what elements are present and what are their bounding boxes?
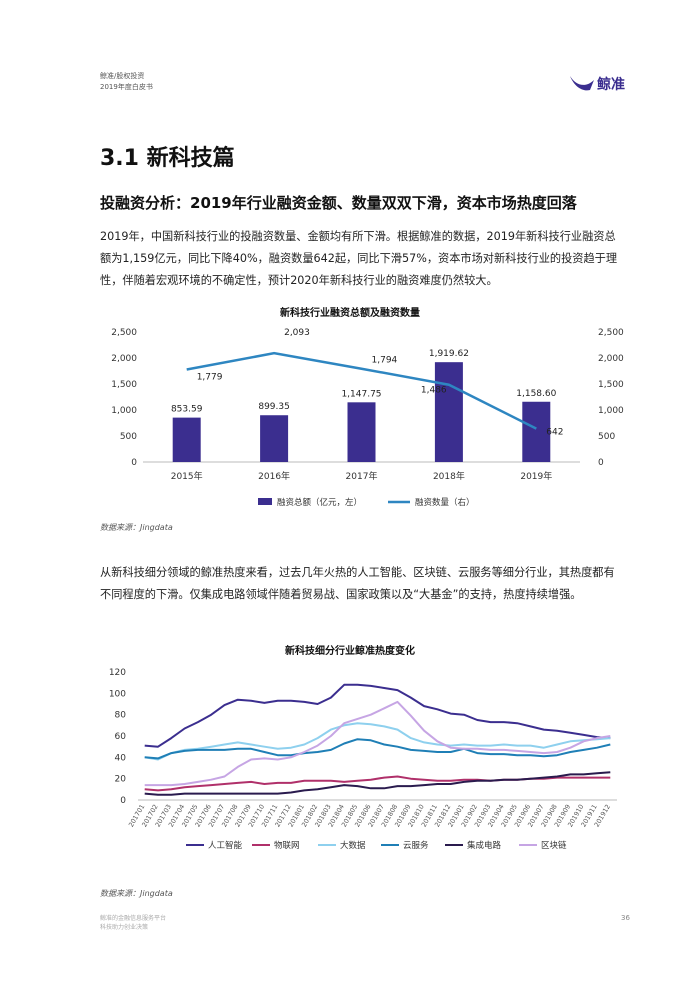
y-tick-label-left: 1,500 xyxy=(111,380,137,390)
header-report: 2019年度白皮书 xyxy=(100,83,153,91)
series-line xyxy=(144,700,611,787)
bar-value-label: 853.59 xyxy=(171,405,203,415)
series-line xyxy=(144,722,611,761)
y-tick-label-right: 1,000 xyxy=(598,406,624,416)
y-tick-label-right: 2,500 xyxy=(598,328,624,338)
line-value-label: 1,794 xyxy=(372,356,398,366)
series-line xyxy=(144,683,611,748)
bar xyxy=(172,417,201,462)
y-tick-label: 60 xyxy=(115,732,127,742)
chart1-title: 新科技行业融资总额及融资数量 xyxy=(280,308,420,319)
source-2: 数据来源：Jingdata xyxy=(100,889,173,898)
line-value-label: 1,779 xyxy=(197,372,223,382)
series-line xyxy=(144,771,611,796)
y-tick-label: 120 xyxy=(109,668,126,678)
y-tick-label-right: 2,000 xyxy=(598,354,624,364)
legend-label-line: 融资数量（右） xyxy=(415,497,475,508)
header-org: 鲸准/股权投资 xyxy=(100,72,145,80)
y-tick-label-left: 2,000 xyxy=(111,354,137,364)
bar xyxy=(434,362,463,462)
y-tick-label: 0 xyxy=(120,796,126,806)
legend-label: 区块链 xyxy=(541,840,567,851)
line-value-label: 1,486 xyxy=(421,386,447,396)
x-tick-label: 2017年 xyxy=(346,470,378,482)
logo xyxy=(570,76,594,91)
x-tick-label: 2015年 xyxy=(171,470,203,482)
section-subtitle: 投融资分析：2019年行业融资金额、数量双双下滑，资本市场热度回落 xyxy=(100,194,577,212)
page-number: 36 xyxy=(621,914,630,922)
y-tick-label: 100 xyxy=(109,689,126,699)
bar-value-label: 1,147.75 xyxy=(341,389,381,399)
y-tick-label-left: 500 xyxy=(120,432,137,442)
source-1: 数据来源：Jingdata xyxy=(100,523,173,532)
x-tick-label: 2018年 xyxy=(433,470,465,482)
legend-label: 云服务 xyxy=(403,840,429,851)
y-tick-label-left: 2,500 xyxy=(111,328,137,338)
y-tick-label-left: 1,000 xyxy=(111,406,137,416)
bar xyxy=(522,401,551,462)
y-tick-label: 40 xyxy=(115,753,127,763)
y-tick-label: 80 xyxy=(115,711,127,721)
x-tick-label: 2019年 xyxy=(520,470,552,482)
legend-label-bar: 融资总额（亿元，左） xyxy=(277,497,362,508)
y-tick-label-right: 1,500 xyxy=(598,380,624,390)
bar xyxy=(260,415,289,462)
paragraph-1: 2019年，中国新科技行业的投融资数量、金额均有所下滑。根据鲸准的数据，2019… xyxy=(100,230,618,287)
chart2-title: 新科技细分行业鲸准热度变化 xyxy=(285,646,415,657)
bar-value-label: 1,158.60 xyxy=(516,389,556,399)
legend-label: 物联网 xyxy=(274,840,300,851)
bar xyxy=(347,402,376,462)
chart2: 0204060801001202017012017022017032017042… xyxy=(109,668,617,851)
legend-label: 人工智能 xyxy=(208,840,243,851)
chart1: 0 0 500 500 1,000 1,000 1,500 1,500 2,000 2,000 2,… xyxy=(111,328,624,508)
footer-line2: 科技助力创业决策 xyxy=(100,924,149,931)
whale-icon xyxy=(570,76,594,91)
count-line xyxy=(186,351,537,430)
legend-label: 集成电路 xyxy=(467,840,502,851)
logo-text: 鲸准 xyxy=(597,77,625,93)
footer-line1: 鲸准的金融信息服务平台 xyxy=(100,915,167,922)
y-tick-label-right: 0 xyxy=(598,458,604,468)
line-value-label: 642 xyxy=(546,428,563,438)
y-tick-label-left: 0 xyxy=(131,458,137,468)
header-left: 鲸准/股权投资 2019年度白皮书 xyxy=(100,71,153,93)
x-tick-label: 2016年 xyxy=(258,470,290,482)
line-value-label: 2,093 xyxy=(284,328,310,338)
footer-left: 鲸准的金融信息服务平台 科技助力创业决策 xyxy=(100,914,166,932)
legend-label: 大数据 xyxy=(340,840,366,851)
bar-value-label: 1,919.62 xyxy=(429,349,469,359)
legend-swatch-bar xyxy=(258,498,272,505)
bar-value-label: 899.35 xyxy=(258,402,290,412)
page-title: 3.1 新科技篇 xyxy=(100,146,235,171)
y-tick-label: 20 xyxy=(115,775,127,785)
paragraph-2: 从新科技细分领域的鲸准热度来看，过去几年火热的人工智能、区块链、云服务等细分行业… xyxy=(100,566,615,601)
series-line xyxy=(144,738,611,760)
y-tick-label-right: 500 xyxy=(598,432,615,442)
